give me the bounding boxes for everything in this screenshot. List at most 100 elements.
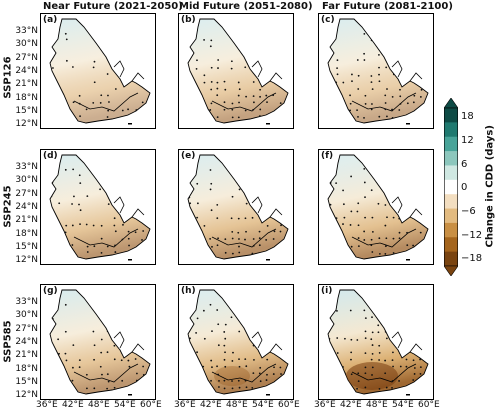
stipple-dot bbox=[384, 245, 387, 248]
stipple-dot bbox=[244, 109, 247, 112]
stipple-dot bbox=[412, 244, 415, 247]
oman-border bbox=[269, 343, 283, 353]
oman-border bbox=[409, 343, 423, 353]
stipple-dot bbox=[106, 373, 109, 376]
stipple-dot bbox=[363, 181, 366, 184]
stipple-dot bbox=[128, 244, 130, 247]
stipple-dot bbox=[238, 238, 240, 240]
stipple-dot bbox=[100, 251, 103, 254]
stipple-dot bbox=[378, 387, 381, 390]
peninsula-shape bbox=[187, 18, 289, 124]
stipple-dot bbox=[78, 203, 80, 206]
stipple-dot bbox=[203, 81, 206, 84]
stipple-dot bbox=[211, 245, 213, 248]
stipple-dot bbox=[114, 251, 117, 253]
stipple-dot bbox=[349, 102, 352, 105]
stipple-dot bbox=[357, 224, 360, 227]
lon-54-c2: 54°E bbox=[252, 400, 274, 410]
stipple-dot bbox=[342, 81, 345, 84]
stipple-dot bbox=[391, 380, 394, 382]
stipple-dot bbox=[391, 359, 394, 362]
colorbar bbox=[444, 98, 458, 276]
island-marker bbox=[266, 123, 270, 125]
map-panel-b bbox=[178, 13, 294, 129]
stipple-dot bbox=[384, 204, 387, 206]
stipple-dot bbox=[252, 344, 255, 347]
stipple-dot bbox=[223, 387, 226, 390]
stipple-dot bbox=[127, 108, 129, 111]
stipple-dot bbox=[371, 331, 374, 334]
stipple-dot bbox=[398, 231, 401, 234]
gulf-coast bbox=[251, 60, 263, 78]
stipple-dot bbox=[351, 80, 353, 83]
stipple-dot bbox=[203, 337, 206, 340]
stipple-dot bbox=[209, 45, 212, 48]
island-marker bbox=[406, 394, 410, 396]
colorbar-segment bbox=[444, 222, 458, 238]
stipple-dot bbox=[378, 115, 381, 118]
stipple-dot bbox=[114, 230, 117, 233]
stipple-dot bbox=[413, 373, 416, 375]
stipple-dot bbox=[223, 80, 226, 83]
stipple-dot bbox=[259, 366, 262, 369]
stipple-dot bbox=[237, 81, 240, 84]
oman-border bbox=[131, 208, 145, 218]
stipple-dot bbox=[106, 351, 109, 354]
stipple-dot bbox=[99, 188, 101, 191]
stipple-dot bbox=[64, 303, 67, 306]
stipple-dot bbox=[350, 175, 353, 178]
stipple-dot bbox=[216, 203, 219, 206]
stipple-dot bbox=[279, 230, 282, 233]
stipple-dot bbox=[384, 102, 387, 104]
stipple-dot bbox=[370, 358, 373, 361]
stipple-dot bbox=[364, 372, 367, 375]
lat-18-r3: 18°N bbox=[15, 364, 38, 374]
stipple-dot bbox=[399, 365, 402, 368]
stipple-dot bbox=[195, 67, 198, 70]
stipple-dot bbox=[357, 202, 360, 205]
stipple-dot bbox=[406, 231, 408, 234]
colorbar-tick-12: 12 bbox=[461, 135, 474, 146]
stipple-dot bbox=[86, 195, 89, 197]
stipple-dot bbox=[202, 365, 205, 368]
stipple-dot bbox=[142, 373, 145, 376]
colorbar-segment bbox=[444, 136, 458, 152]
stipple-dot bbox=[343, 216, 346, 219]
stipple-dot bbox=[189, 202, 192, 205]
stipple-dot bbox=[252, 108, 255, 111]
stipple-dot bbox=[92, 224, 95, 227]
stipple-dot bbox=[203, 224, 206, 227]
stipple-dot bbox=[72, 168, 75, 171]
stipple-dot bbox=[65, 224, 68, 227]
island-marker bbox=[406, 259, 410, 261]
colorbar-segment bbox=[444, 194, 458, 210]
stipple-dot bbox=[224, 251, 227, 254]
stipple-dot bbox=[336, 59, 339, 62]
stipple-dot bbox=[218, 379, 220, 382]
stipple-dot bbox=[209, 169, 212, 171]
lat-30-r1: 30°N bbox=[15, 39, 38, 49]
stipple-dot bbox=[405, 358, 408, 361]
stipple-dot bbox=[244, 217, 247, 220]
gulf-coast bbox=[113, 331, 125, 349]
colorbar-tick-0: 0 bbox=[461, 182, 468, 193]
stipple-dot bbox=[342, 203, 345, 206]
stipple-dot bbox=[273, 366, 275, 369]
stipple-dot bbox=[71, 379, 74, 382]
stipple-dot bbox=[141, 239, 143, 241]
yemen-border bbox=[73, 363, 139, 383]
stipple-dot bbox=[223, 358, 226, 361]
stipple-dot bbox=[265, 94, 268, 97]
stipple-dot bbox=[224, 337, 227, 340]
stipple-dot bbox=[392, 237, 395, 240]
oman-border bbox=[269, 72, 283, 82]
stipple-dot bbox=[363, 116, 365, 119]
column-title-mid: Mid Future (2051-2080) bbox=[179, 1, 313, 12]
stipple-dot bbox=[210, 379, 212, 382]
stipple-dot bbox=[350, 245, 353, 248]
stipple-dot bbox=[244, 238, 246, 241]
oman-border bbox=[269, 208, 283, 218]
panel-label-a: (a) bbox=[43, 15, 58, 25]
stipple-dot bbox=[223, 344, 226, 347]
stipple-dot bbox=[100, 237, 103, 240]
